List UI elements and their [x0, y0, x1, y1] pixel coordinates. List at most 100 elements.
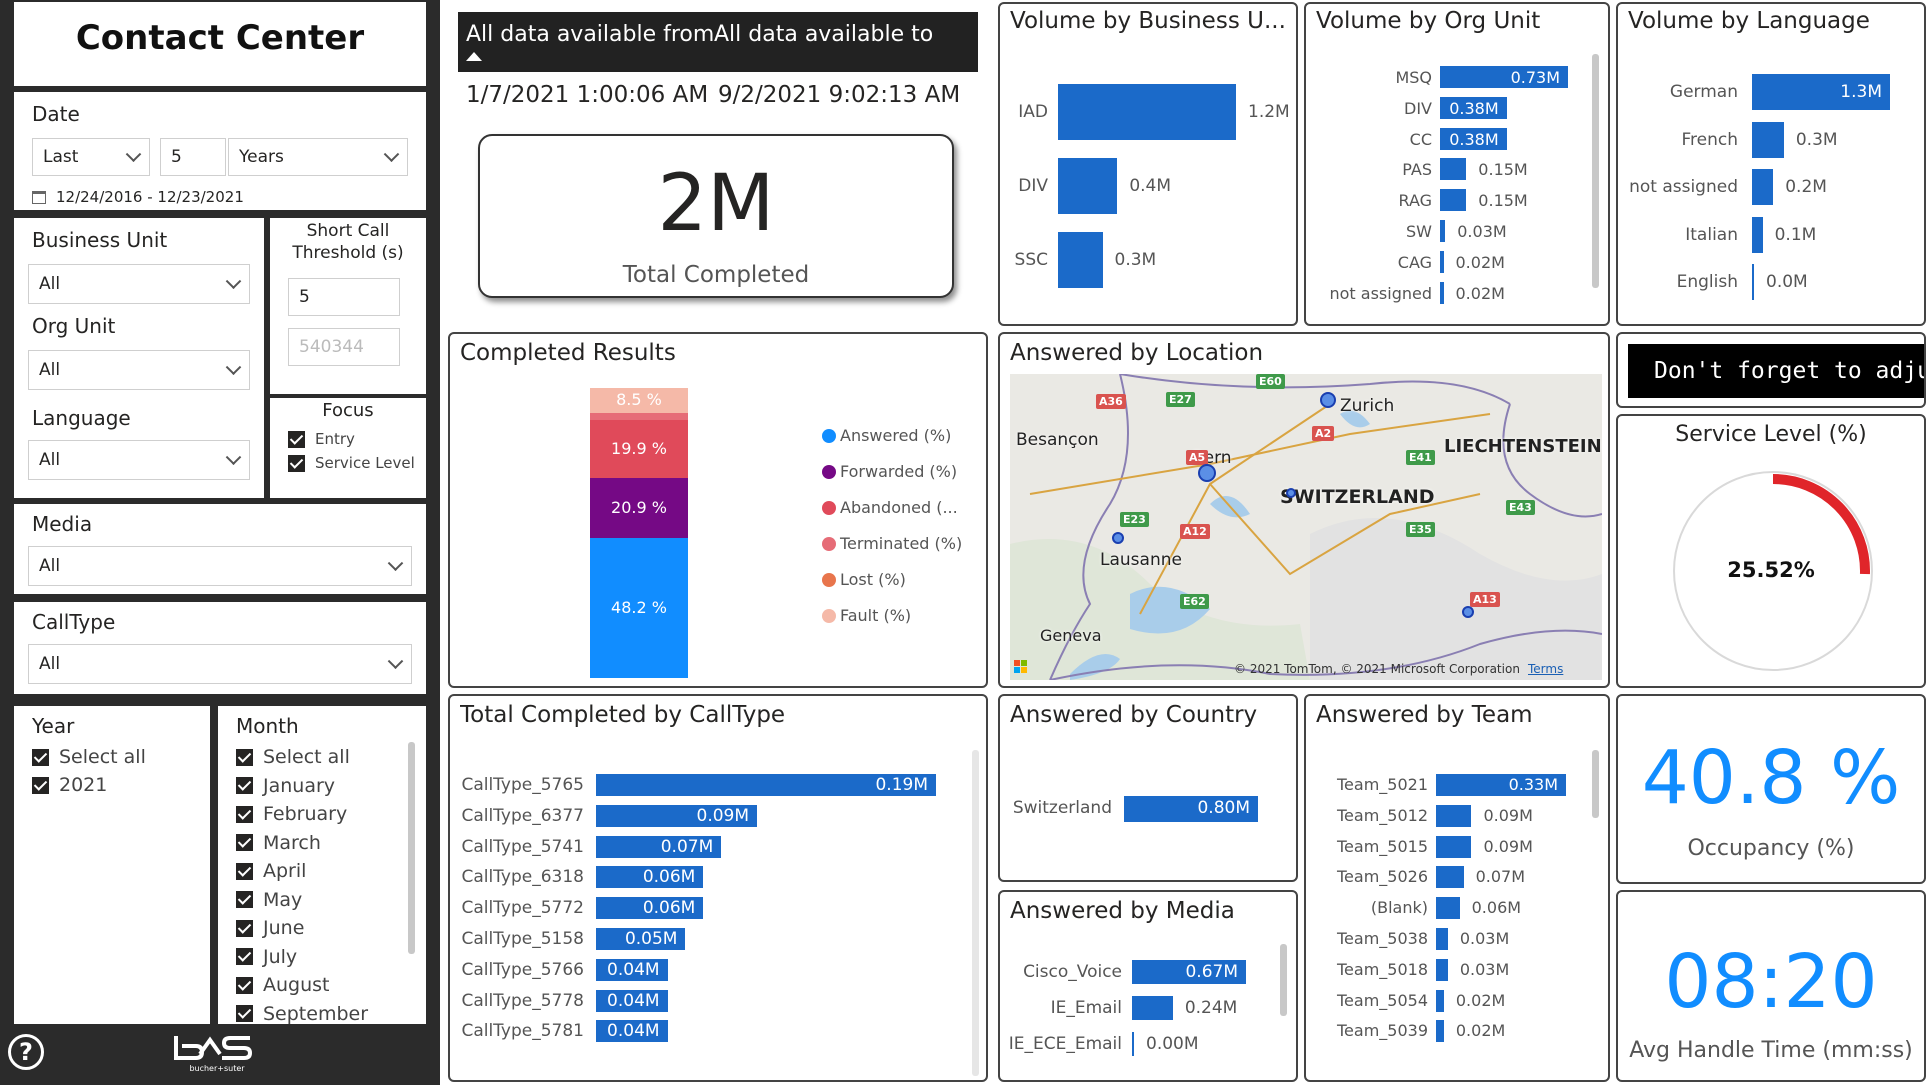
bar[interactable] [1058, 84, 1236, 140]
bar[interactable] [1752, 216, 1763, 253]
bar[interactable] [596, 928, 686, 950]
map-bubble[interactable] [1198, 464, 1216, 482]
aht-card: 08:20 Avg Handle Time (mm:ss) [1616, 890, 1926, 1082]
focus-service-level-checkbox[interactable]: Service Level [288, 454, 415, 472]
date-count-input[interactable]: 5 [160, 138, 226, 176]
bar[interactable] [1436, 835, 1472, 858]
bar[interactable] [1440, 96, 1507, 119]
bar[interactable] [1436, 804, 1472, 827]
bar[interactable] [1752, 169, 1774, 205]
bar[interactable] [1124, 796, 1258, 822]
category-label: CallType_5158 [461, 929, 584, 949]
date-unit-select[interactable]: Years [228, 138, 408, 176]
bar[interactable] [596, 804, 758, 827]
month-option[interactable]: July [236, 946, 297, 968]
legend-item[interactable]: Answered (%) [822, 426, 951, 445]
bar[interactable] [1752, 121, 1784, 158]
bar[interactable] [596, 897, 704, 920]
bar[interactable] [1440, 250, 1444, 273]
legend-item[interactable]: Terminated (%) [822, 534, 962, 553]
bar[interactable] [1436, 897, 1460, 920]
category-label: DIV [1018, 176, 1048, 196]
bar[interactable] [1436, 958, 1448, 981]
focus-entry-label: Entry [315, 430, 355, 448]
stack-segment[interactable] [590, 538, 688, 678]
bar[interactable] [1436, 989, 1444, 1012]
help-icon[interactable]: ? [8, 1034, 44, 1070]
bar[interactable] [1132, 960, 1246, 984]
legend-item[interactable]: Lost (%) [822, 570, 906, 589]
date-mode-select[interactable]: Last [32, 138, 150, 176]
month-option[interactable]: January [236, 775, 335, 797]
bar[interactable] [1058, 232, 1103, 288]
map-terms-link[interactable]: Terms [1528, 662, 1564, 676]
stack-segment[interactable] [590, 388, 688, 413]
month-option[interactable]: Select all [236, 746, 350, 768]
team-scrollbar[interactable] [1592, 750, 1599, 818]
year-option[interactable]: 2021 [32, 774, 107, 796]
month-option[interactable]: August [236, 974, 330, 996]
bar[interactable] [1752, 264, 1754, 300]
volume-org-scrollbar[interactable] [1592, 54, 1599, 288]
bar[interactable] [1440, 158, 1467, 181]
month-option[interactable]: April [236, 860, 306, 882]
org-unit-select[interactable]: All [28, 350, 250, 390]
business-unit-select[interactable]: All [28, 264, 250, 304]
focus-entry-checkbox[interactable]: Entry [288, 430, 355, 448]
month-option[interactable]: May [236, 889, 302, 911]
map-bubble[interactable] [1112, 532, 1124, 544]
month-scrollbar[interactable] [408, 742, 415, 954]
map-bubble[interactable] [1320, 392, 1336, 408]
month-option[interactable]: February [236, 803, 347, 825]
bar[interactable] [1440, 66, 1568, 88]
bar[interactable] [1132, 996, 1173, 1020]
bar[interactable] [596, 835, 722, 858]
stack-segment[interactable] [590, 477, 688, 539]
year-option[interactable]: Select all [32, 746, 146, 768]
bar[interactable] [1132, 1032, 1134, 1056]
bar[interactable] [596, 1020, 668, 1043]
stack-segment[interactable] [590, 419, 688, 478]
stack-segment[interactable] [590, 412, 688, 420]
bar[interactable] [1440, 281, 1444, 304]
month-option[interactable]: March [236, 832, 321, 854]
bar[interactable] [1440, 189, 1467, 212]
bar[interactable] [1752, 74, 1890, 110]
sort-ascending-icon[interactable] [466, 52, 482, 61]
map-place-label: LIECHTENSTEIN [1444, 436, 1602, 457]
bar[interactable] [596, 774, 936, 796]
location-map[interactable]: Besançon Bern Zurich LIECHTENSTEIN SWITZERLA… [1010, 374, 1602, 680]
short-call-max-input[interactable]: 540344 [288, 328, 400, 366]
bar[interactable] [596, 958, 668, 981]
month-option[interactable]: September [236, 1003, 368, 1024]
bar[interactable] [1436, 866, 1464, 889]
bar[interactable] [1436, 928, 1448, 950]
bar[interactable] [1436, 1020, 1444, 1043]
calltype-scrollbar[interactable] [972, 750, 979, 1076]
total-completed-label: Total Completed [622, 262, 810, 288]
legend-item[interactable]: Abandoned (... [822, 498, 958, 517]
media-scrollbar[interactable] [1280, 944, 1287, 1016]
bar[interactable] [596, 866, 704, 889]
month-option[interactable]: June [236, 917, 304, 939]
category-label: CallType_5741 [461, 836, 584, 857]
category-label: IE_ECE_Email [1008, 1034, 1122, 1054]
category-label: CallType_5772 [461, 898, 584, 919]
map-bubble[interactable] [1462, 606, 1474, 618]
data-label: 0.09M [696, 805, 750, 826]
category-label: English [1676, 272, 1738, 292]
bar[interactable] [1058, 158, 1118, 214]
legend-item[interactable]: Forwarded (%) [822, 462, 957, 481]
bar[interactable] [1440, 127, 1507, 150]
media-select[interactable]: All [28, 546, 412, 586]
legend-item[interactable]: Fault (%) [822, 606, 911, 625]
bar[interactable] [1440, 220, 1446, 242]
calltype-select[interactable]: All [28, 644, 412, 684]
language-select[interactable]: All [28, 440, 250, 480]
map-bubble[interactable] [1286, 488, 1296, 498]
data-label: 0.73M [1510, 68, 1560, 87]
bar[interactable] [1436, 774, 1566, 796]
short-call-input[interactable]: 5 [288, 278, 400, 316]
bar[interactable] [596, 989, 668, 1012]
road-shield: A5 [1186, 450, 1209, 465]
